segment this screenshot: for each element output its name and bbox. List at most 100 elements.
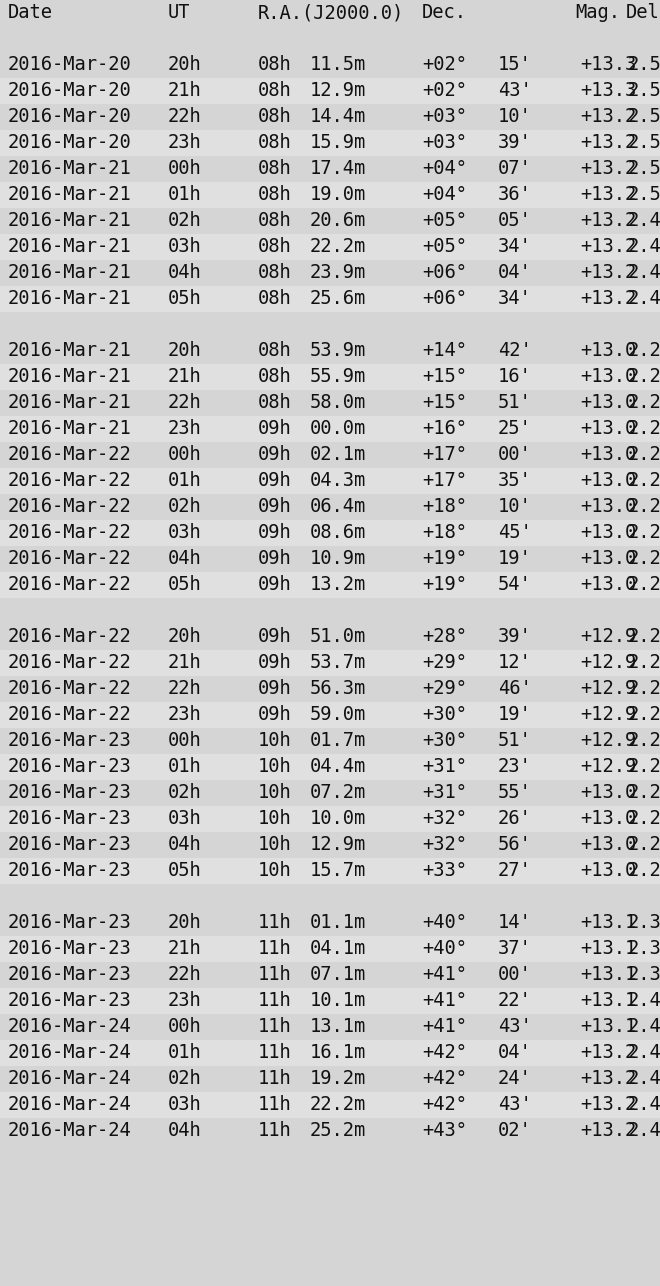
Text: +03°: +03° (422, 108, 467, 126)
Text: +13.2: +13.2 (580, 134, 636, 153)
Text: 00.0m: 00.0m (310, 419, 366, 439)
Text: 2016-Mar-20: 2016-Mar-20 (8, 81, 132, 100)
Text: 12.9m: 12.9m (310, 836, 366, 854)
Text: +43°: +43° (422, 1121, 467, 1141)
Text: +05°: +05° (422, 211, 467, 230)
Text: 2016-Mar-21: 2016-Mar-21 (8, 368, 132, 387)
Text: 2.240: 2.240 (628, 862, 660, 881)
Text: 2.231: 2.231 (628, 523, 660, 543)
Text: 2.380: 2.380 (628, 940, 660, 958)
Bar (0, 1013, 660, 1040)
Text: 22': 22' (498, 992, 532, 1011)
Text: Mag.: Mag. (575, 4, 620, 22)
Text: 01h: 01h (168, 472, 202, 490)
Text: +13.2: +13.2 (580, 159, 636, 179)
Text: +42°: +42° (422, 1070, 467, 1088)
Text: 02h: 02h (168, 783, 202, 802)
Bar (0, 364, 660, 390)
Text: 2016-Mar-21: 2016-Mar-21 (8, 289, 132, 309)
Text: 2.203: 2.203 (628, 628, 660, 647)
Text: +12.9: +12.9 (580, 679, 636, 698)
Text: 11.5m: 11.5m (310, 55, 366, 75)
Text: 2016-Mar-23: 2016-Mar-23 (8, 966, 132, 985)
Bar (0, 104, 660, 130)
Text: 00': 00' (498, 966, 532, 985)
Text: R.A.(J2000.0): R.A.(J2000.0) (258, 4, 404, 22)
Text: 2.222: 2.222 (628, 783, 660, 802)
Text: 21h: 21h (168, 940, 202, 958)
Bar (0, 547, 660, 572)
Text: 15.7m: 15.7m (310, 862, 366, 881)
Text: 22h: 22h (168, 679, 202, 698)
Text: 10.9m: 10.9m (310, 549, 366, 568)
Text: +30°: +30° (422, 706, 467, 724)
Text: +41°: +41° (422, 1017, 467, 1037)
Text: +15°: +15° (422, 394, 467, 413)
Text: 09h: 09h (258, 628, 292, 647)
Text: +42°: +42° (422, 1096, 467, 1115)
Text: 11h: 11h (258, 1096, 292, 1115)
Text: 04': 04' (498, 1043, 532, 1062)
Text: 2016-Mar-20: 2016-Mar-20 (8, 134, 132, 153)
Text: 2.240: 2.240 (628, 498, 660, 517)
Text: +13.2: +13.2 (580, 289, 636, 309)
Text: 05h: 05h (168, 289, 202, 309)
Text: 08h: 08h (258, 342, 292, 360)
Text: 51': 51' (498, 394, 532, 413)
Text: 55.9m: 55.9m (310, 368, 366, 387)
Text: +13.0: +13.0 (580, 472, 636, 490)
Text: Dec.: Dec. (422, 4, 467, 22)
Text: 2016-Mar-21: 2016-Mar-21 (8, 342, 132, 360)
Bar (0, 598, 660, 624)
Text: 53.7m: 53.7m (310, 653, 366, 673)
Text: 2.445: 2.445 (628, 1070, 660, 1088)
Text: 00h: 00h (168, 159, 202, 179)
Text: +13.0: +13.0 (580, 419, 636, 439)
Bar (0, 442, 660, 468)
Text: 11h: 11h (258, 1070, 292, 1088)
Text: +15°: +15° (422, 368, 467, 387)
Text: 2016-Mar-20: 2016-Mar-20 (8, 108, 132, 126)
Text: 35': 35' (498, 472, 532, 490)
Text: 09h: 09h (258, 576, 292, 594)
Text: 2.212: 2.212 (628, 706, 660, 724)
Bar (0, 728, 660, 754)
Text: 08h: 08h (258, 238, 292, 256)
Text: +13.1: +13.1 (580, 940, 636, 958)
Text: 21h: 21h (168, 81, 202, 100)
Text: +12.9: +12.9 (580, 653, 636, 673)
Text: 23.9m: 23.9m (310, 264, 366, 283)
Text: 09h: 09h (258, 706, 292, 724)
Text: 39': 39' (498, 628, 532, 647)
Text: +13.0: +13.0 (580, 342, 636, 360)
Text: 10h: 10h (258, 809, 292, 828)
Text: 21h: 21h (168, 653, 202, 673)
Text: +12.9: +12.9 (580, 757, 636, 777)
Bar (0, 754, 660, 781)
Text: 24': 24' (498, 1070, 532, 1088)
Text: 04h: 04h (168, 1121, 202, 1141)
Text: +13.0: +13.0 (580, 836, 636, 854)
Bar (0, 234, 660, 260)
Text: 2016-Mar-22: 2016-Mar-22 (8, 523, 132, 543)
Text: 10h: 10h (258, 862, 292, 881)
Bar (0, 883, 660, 910)
Bar (0, 572, 660, 598)
Text: +13.1: +13.1 (580, 1017, 636, 1037)
Text: 2016-Mar-22: 2016-Mar-22 (8, 549, 132, 568)
Text: +33°: +33° (422, 862, 467, 881)
Text: 43': 43' (498, 1017, 532, 1037)
Text: +41°: +41° (422, 992, 467, 1011)
Text: 23h: 23h (168, 134, 202, 153)
Text: +13.0: +13.0 (580, 498, 636, 517)
Text: 2016-Mar-21: 2016-Mar-21 (8, 238, 132, 256)
Text: 2016-Mar-24: 2016-Mar-24 (8, 1043, 132, 1062)
Text: 05': 05' (498, 211, 532, 230)
Text: 53.9m: 53.9m (310, 342, 366, 360)
Text: 08h: 08h (258, 185, 292, 204)
Text: 07.2m: 07.2m (310, 783, 366, 802)
Text: +31°: +31° (422, 783, 467, 802)
Bar (0, 624, 660, 649)
Bar (0, 520, 660, 547)
Bar (0, 1066, 660, 1092)
